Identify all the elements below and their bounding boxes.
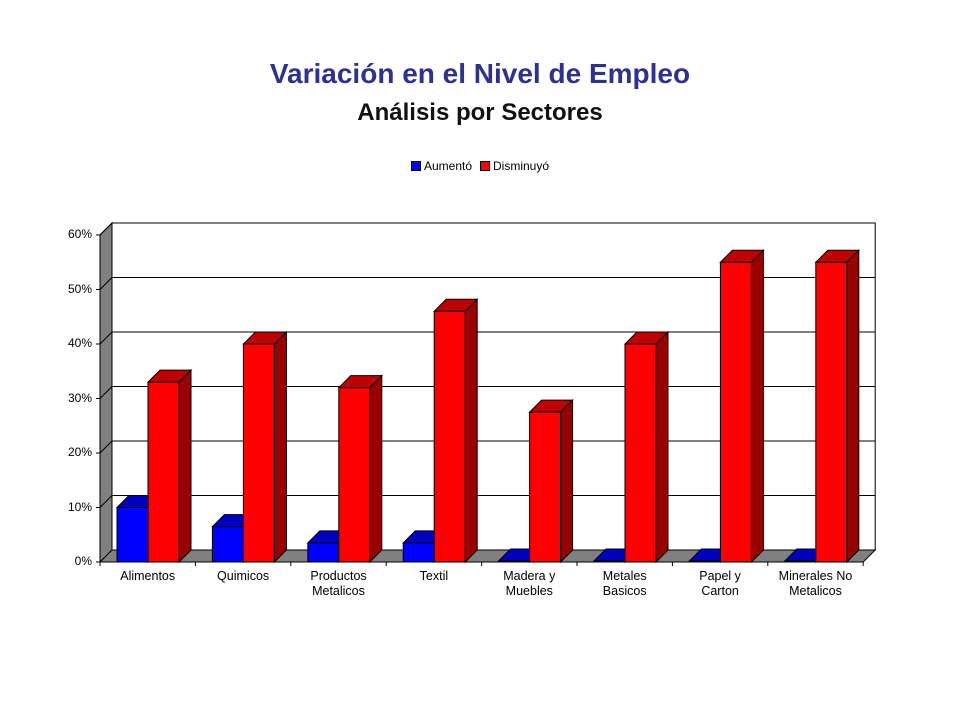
- x-category-label-line: Metales: [602, 569, 647, 583]
- bar-disminuyo-4: [529, 411, 562, 563]
- x-category-label: Metales Basicos: [579, 569, 671, 599]
- y-tick-label: 50%: [67, 281, 92, 296]
- x-category-label-line: Metalicos: [312, 584, 365, 598]
- gridline-side: [99, 440, 113, 454]
- x-category-label: Papel y Carton: [674, 569, 766, 599]
- x-category-label: Productos Metalicos: [293, 569, 385, 599]
- bar-aumento-0: [116, 507, 149, 563]
- x-category-label-line: Quimicos: [217, 569, 270, 583]
- x-category-label: Textil: [388, 569, 480, 584]
- legend-label-aumento: Aumentó: [423, 159, 472, 173]
- legend-label-disminuyo: Disminuyó: [493, 159, 550, 173]
- gridline-side: [99, 386, 113, 399]
- bar-disminuyo-2-side: [369, 374, 383, 564]
- x-category-label-line: Madera y: [503, 569, 556, 583]
- y-tick-label: 30%: [67, 390, 92, 405]
- x-category-label-line: Minerales No: [778, 569, 853, 583]
- legend-item-aumento: Aumentó: [410, 159, 472, 173]
- chart-subtitle: Análisis por Sectores: [357, 99, 603, 126]
- bar-disminuyo-6-side: [750, 249, 764, 564]
- bar-disminuyo-7-side: [846, 249, 860, 564]
- x-category-label-line: Papel y: [699, 569, 741, 583]
- x-category-label-line: Productos: [310, 569, 367, 583]
- bar-disminuyo-3: [433, 310, 466, 563]
- legend-swatch-aumento: [410, 161, 421, 171]
- x-category-label: Madera y Muebles: [483, 569, 575, 599]
- bar-aumento-2: [307, 542, 340, 563]
- gridline-side: [99, 277, 113, 290]
- x-category-label: Minerales No Metalicos: [770, 569, 862, 599]
- bar-disminuyo-3-side: [464, 298, 478, 564]
- bar-disminuyo-7: [815, 261, 848, 563]
- x-category-label-line: Basicos: [602, 584, 647, 598]
- x-category-label-line: Alimentos: [120, 569, 176, 583]
- y-tick-label: 0%: [74, 554, 92, 568]
- y-tick-label: 20%: [67, 445, 92, 459]
- y-tick-label: 60%: [67, 227, 92, 241]
- bar-disminuyo-4-side: [560, 398, 574, 564]
- gridline-side: [99, 222, 113, 236]
- bar-disminuyo-5: [624, 343, 657, 563]
- x-category-label: Alimentos: [102, 569, 194, 584]
- gridline-side: [99, 331, 113, 345]
- bar-disminuyo-2: [338, 387, 371, 563]
- x-category-label-line: Textil: [419, 569, 449, 583]
- y-tick-label: 40%: [67, 336, 92, 350]
- x-category-label-line: Metalicos: [789, 584, 842, 598]
- bar-aumento-3: [402, 542, 435, 563]
- x-category-label-line: Carton: [701, 584, 739, 598]
- bar-disminuyo-1-side: [273, 330, 287, 564]
- gridline-side: [99, 495, 113, 508]
- y-tick-label: 10%: [67, 499, 92, 514]
- legend-swatch-disminuyo: [480, 161, 490, 171]
- chart-title: Variación en el Nivel de Empleo: [269, 58, 691, 89]
- bar-disminuyo-0-side: [178, 368, 192, 564]
- bar-disminuyo-6: [719, 261, 752, 563]
- bar-disminuyo-0: [147, 381, 180, 563]
- legend: Aumentó Disminuyó: [0, 159, 960, 173]
- bar-disminuyo-5-side: [655, 330, 669, 564]
- bar-disminuyo-1: [242, 343, 275, 563]
- x-category-label-line: Muebles: [505, 584, 553, 598]
- bar-aumento-1: [211, 526, 244, 563]
- x-category-label: Quimicos: [197, 569, 289, 584]
- legend-item-disminuyo: Disminuyó: [480, 159, 549, 173]
